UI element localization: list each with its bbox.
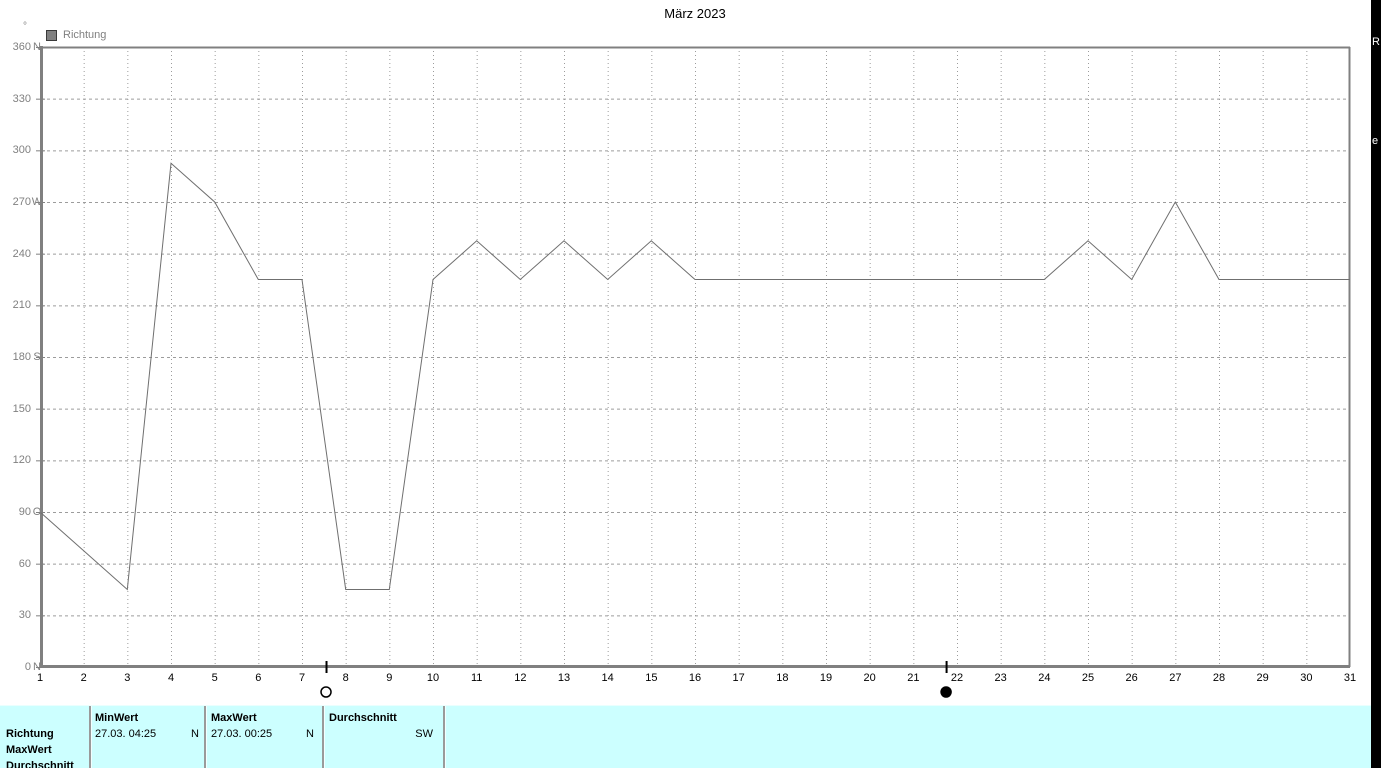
y-axis-unit-label: ° xyxy=(23,21,27,32)
status-bar: Richtung MaxWert Durchschnitt MinWert 27… xyxy=(0,705,1371,768)
x-tick-label: 22 xyxy=(950,672,964,684)
compass-letter xyxy=(31,93,43,106)
x-tick-label: 16 xyxy=(688,672,702,684)
durchschnitt-header: Durchschnitt xyxy=(329,712,397,724)
y-tick-label: 360 N xyxy=(0,41,43,54)
sensor-row-label: MaxWert xyxy=(6,744,52,756)
minwert-value-row: 27.03. 04:25 N xyxy=(95,728,199,740)
x-tick-label: 23 xyxy=(994,672,1007,684)
strip-letter: e xyxy=(1372,135,1379,147)
statusbar-minwert-panel: MinWert 27.03. 04:25 N xyxy=(95,706,199,768)
y-tick-label: 150 xyxy=(0,403,43,416)
compass-letter xyxy=(31,609,43,622)
x-tick-label: 15 xyxy=(645,672,658,684)
compass-letter xyxy=(31,144,43,157)
maxwert-direction: N xyxy=(306,728,314,740)
statusbar-divider xyxy=(443,706,446,768)
x-tick-label: 2 xyxy=(80,672,87,684)
x-tick-label: 10 xyxy=(426,672,440,684)
x-tick-label: 1 xyxy=(36,672,44,684)
minwert-header: MinWert xyxy=(95,712,139,724)
compass-letter xyxy=(31,248,43,261)
maxwert-datetime: 27.03. 00:25 xyxy=(211,728,273,740)
statusbar-durchschnitt-panel: Durchschnitt SW xyxy=(329,706,433,768)
legend: Richtung xyxy=(46,29,106,41)
legend-color-swatch xyxy=(46,29,57,41)
y-tick-label: 120 xyxy=(0,454,43,467)
x-tick-label: 13 xyxy=(557,672,571,684)
series-line-richtung xyxy=(39,162,1350,591)
x-tick-label: 12 xyxy=(514,672,527,684)
x-tick-label: 4 xyxy=(167,672,175,684)
compass-letter xyxy=(31,558,43,571)
chart-title: März 2023 xyxy=(664,6,726,21)
compass-letter: O xyxy=(32,506,42,518)
x-tick-label: 5 xyxy=(211,672,218,684)
minwert-datetime: 27.03. 04:25 xyxy=(95,728,157,740)
x-tick-label: 20 xyxy=(863,672,876,684)
maxwert-value-row: 27.03. 00:25 N xyxy=(211,728,314,740)
y-tick-label: 60 xyxy=(0,558,43,571)
x-tick-label: 17 xyxy=(732,672,745,684)
x-tick-label: 29 xyxy=(1256,672,1269,684)
x-tick-label: 25 xyxy=(1081,672,1095,684)
x-tick-label: 9 xyxy=(386,672,393,684)
x-tick-label: 28 xyxy=(1212,672,1226,684)
y-tick-label: 300 xyxy=(0,144,43,157)
x-tick-label: 27 xyxy=(1169,672,1182,684)
sensor-row-label: Richtung xyxy=(6,728,54,740)
y-tick-label: 270 W xyxy=(12,196,43,208)
legend-series-label: Richtung xyxy=(63,29,107,41)
statusbar-divider xyxy=(89,706,92,768)
minwert-direction: N xyxy=(191,728,199,740)
x-tick-label: 3 xyxy=(124,672,131,684)
x-tick-label: 6 xyxy=(255,672,262,684)
y-tick-label: 330 xyxy=(0,93,43,106)
statusbar-maxwert-panel: MaxWert 27.03. 00:25 N xyxy=(211,706,314,768)
x-tick-label: 21 xyxy=(907,672,920,684)
statusbar-divider xyxy=(322,706,325,768)
compass-letter xyxy=(31,299,43,312)
x-tick-label: 31 xyxy=(1343,672,1357,684)
x-tick-label: 30 xyxy=(1300,672,1313,684)
compass-letter: W xyxy=(31,196,43,208)
statusbar-sensor-column: Richtung MaxWert Durchschnitt xyxy=(6,706,88,768)
new-moon-marker xyxy=(940,686,952,698)
compass-letter: N xyxy=(33,41,41,53)
x-tick-label: 24 xyxy=(1038,672,1051,684)
x-tick-label: 7 xyxy=(298,672,306,684)
strip-letter: R xyxy=(1372,36,1380,48)
y-tick-label: 90 O xyxy=(18,506,42,518)
y-tick-label: 180 S xyxy=(0,351,43,364)
y-tick-label: 30 xyxy=(0,609,43,622)
statusbar-divider xyxy=(204,706,207,768)
x-tick-label: 8 xyxy=(342,672,349,684)
y-tick-label: 240 xyxy=(0,248,43,261)
sensor-row-label: Durchschnitt xyxy=(6,760,74,768)
x-tick-label: 26 xyxy=(1125,672,1138,684)
compass-letter xyxy=(31,403,43,416)
maxwert-header: MaxWert xyxy=(211,712,257,724)
x-tick-label: 14 xyxy=(601,672,614,684)
durchschnitt-direction: SW xyxy=(415,728,433,740)
compass-letter: S xyxy=(33,351,41,363)
full-moon-marker xyxy=(320,686,332,698)
x-tick-label: 18 xyxy=(776,672,789,684)
compass-letter xyxy=(31,454,43,467)
compass-letter: N xyxy=(33,661,41,673)
x-tick-label: 19 xyxy=(819,672,833,684)
y-tick-label: 210 xyxy=(0,299,43,312)
x-tick-label: 11 xyxy=(470,672,483,684)
